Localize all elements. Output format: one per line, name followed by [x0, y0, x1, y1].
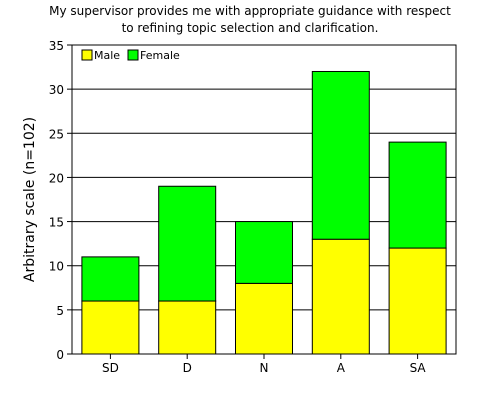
y-axis-label: Arbitrary scale (n=102) — [22, 117, 38, 282]
bars — [81, 70, 447, 355]
bar-male-d — [158, 300, 217, 355]
x-tick-label: SA — [410, 361, 427, 375]
y-tick-label: 5 — [56, 304, 64, 318]
y-tick-label: 10 — [49, 260, 64, 274]
legend-label-male: Male — [94, 49, 120, 62]
x-tick-label: D — [183, 361, 192, 375]
x-tick-label: SD — [102, 361, 119, 375]
x-tick-label: N — [260, 361, 269, 375]
y-tick-label: 25 — [49, 127, 64, 141]
y-tick-label: 35 — [49, 39, 64, 53]
bar-female-sd — [81, 256, 140, 302]
bar-male-sd — [81, 300, 140, 355]
legend-swatch-female — [127, 49, 139, 61]
y-tick-label: 30 — [49, 83, 64, 97]
x-axis-ticks: SD D N A SA — [102, 354, 426, 375]
bar-female-n — [235, 221, 293, 284]
bar-female-d — [158, 185, 217, 302]
y-tick-label: 15 — [49, 216, 64, 230]
y-axis-ticks: 0 5 10 15 20 25 30 35 — [49, 39, 72, 362]
chart-title-line: My supervisor provides me with appropria… — [49, 4, 451, 18]
bar-male-n — [235, 282, 293, 355]
bar-female-a — [311, 70, 370, 240]
y-tick-label: 0 — [56, 348, 64, 362]
bar-female-sa — [388, 141, 447, 249]
x-tick-label: A — [337, 361, 346, 375]
chart-title-line: to refining topic selection and clarific… — [122, 21, 379, 35]
legend-label-female: Female — [140, 49, 180, 62]
chart-title: My supervisor provides me with appropria… — [49, 4, 451, 35]
bar-male-sa — [388, 247, 447, 355]
y-tick-label: 20 — [49, 171, 64, 185]
bar-male-a — [311, 238, 370, 355]
legend: Male Female — [81, 49, 180, 62]
legend-swatch-male — [81, 49, 93, 61]
